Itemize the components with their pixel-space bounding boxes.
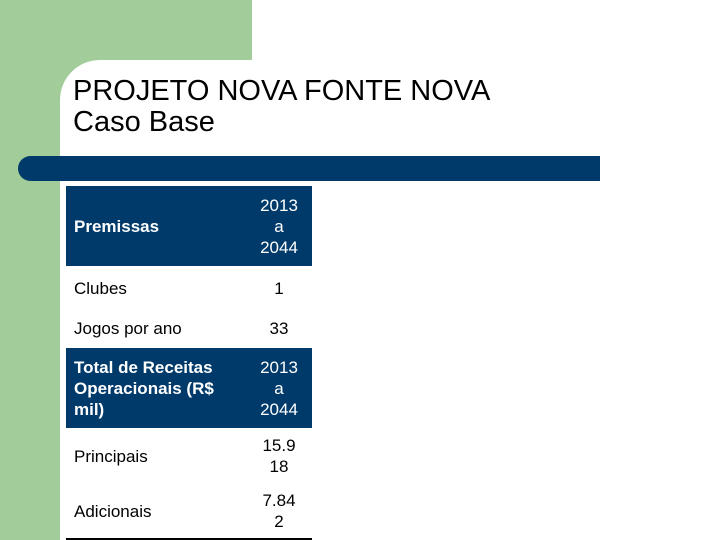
row-value: 33 [269,318,289,338]
receitas-header-label: Total de Receitas Operacionais (R$ mil) [74,357,214,419]
title-line-2: Caso Base [73,106,215,138]
title-line-1: PROJETO NOVA FONTE NOVA [73,75,491,107]
row-value: 1 [274,278,284,298]
row-label: Principais [74,446,148,466]
row-label: Clubes [74,278,127,298]
row-value: 15.9 18 [262,436,296,476]
receitas-header-period: 2013 a 2044 [260,357,298,419]
slide-title: PROJETO NOVA FONTE NOVA Caso Base [73,76,490,138]
row-value: 7.84 2 [262,491,296,531]
premissas-header-period: 2013 a 2044 [260,195,298,257]
table-row: Principais 15.9 18 [66,430,312,482]
row-label: Adicionais [74,501,152,521]
table-bottom-border [66,538,312,540]
premissas-header-label: Premissas [74,216,160,236]
title-underline-bar [18,156,600,181]
premissas-header-row: Premissas 2013 a 2044 [66,186,312,266]
row-label: Jogos por ano [74,318,182,338]
table-row: Jogos por ano 33 [66,308,312,348]
table-row: Adicionais 7.84 2 [66,486,312,536]
table-row: Clubes 1 [66,268,312,308]
content-panel [60,60,720,540]
receitas-header-row: Total de Receitas Operacionais (R$ mil) … [66,348,312,428]
